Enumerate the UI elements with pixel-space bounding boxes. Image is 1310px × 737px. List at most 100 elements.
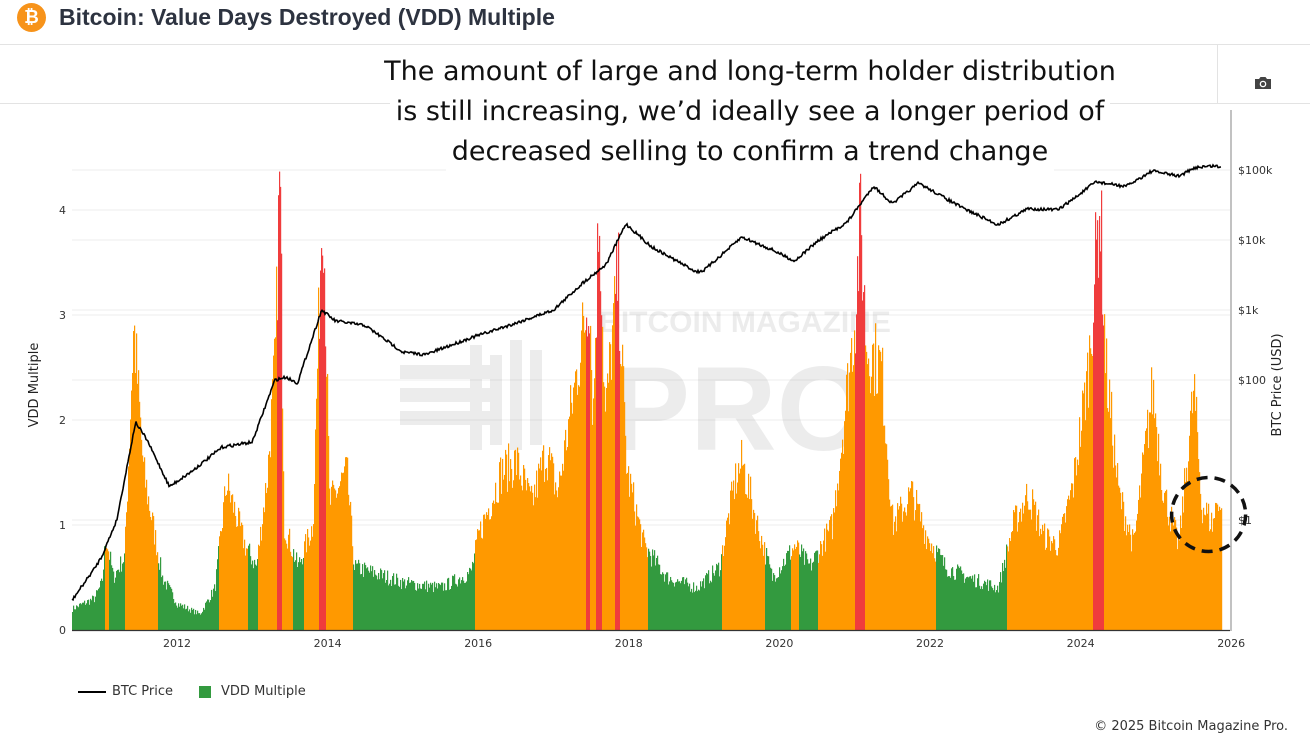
vdd-bar [164, 581, 166, 630]
vdd-bar [935, 561, 937, 630]
vdd-bar [824, 528, 826, 630]
vdd-bar [450, 589, 452, 630]
vdd-bar [602, 326, 604, 630]
vdd-bar [559, 471, 561, 630]
vdd-bar [897, 503, 899, 630]
vdd-bar [552, 456, 554, 630]
vdd-bar [267, 487, 269, 630]
vdd-bar [1141, 473, 1143, 630]
vdd-bar [1067, 499, 1069, 630]
vdd-bar [844, 421, 846, 630]
vdd-bar [240, 526, 242, 630]
vdd-bar [564, 440, 566, 630]
vdd-bar [1104, 314, 1106, 630]
vdd-bar [271, 399, 273, 630]
vdd-bar [388, 585, 390, 630]
camera-icon[interactable] [1253, 73, 1273, 93]
vdd-bar [642, 532, 644, 630]
vdd-bar [159, 569, 161, 630]
vdd-bar [914, 520, 916, 630]
x-tick-label: 2012 [163, 637, 191, 650]
vdd-bar [118, 569, 120, 630]
vdd-bar [519, 479, 521, 630]
vdd-bar [103, 569, 105, 630]
vdd-bar [387, 570, 389, 630]
vdd-bar [1165, 491, 1167, 630]
vdd-bar [549, 447, 551, 630]
vdd-bar [347, 457, 349, 630]
vdd-bar [216, 569, 218, 630]
vdd-bar [917, 503, 919, 630]
vdd-bar [322, 255, 324, 630]
vdd-bar [1185, 481, 1187, 630]
vdd-bar [1163, 502, 1165, 630]
vdd-bar [260, 526, 262, 630]
vdd-bar [155, 530, 157, 630]
vdd-bar [536, 470, 538, 630]
vdd-bar [1013, 510, 1015, 630]
vdd-bar [398, 585, 400, 630]
vdd-bar [1198, 458, 1200, 630]
vdd-bar [973, 581, 975, 630]
vdd-bar [229, 490, 231, 630]
vdd-bar [934, 558, 936, 630]
vdd-bar [153, 516, 155, 630]
vdd-bar [434, 581, 436, 630]
vdd-bar [497, 502, 499, 630]
vdd-bar [589, 333, 591, 630]
vdd-bar [1134, 532, 1136, 630]
legend-btc-price[interactable]: BTC Price [112, 684, 174, 699]
vdd-bar [864, 285, 866, 630]
vdd-bar [1118, 485, 1120, 630]
vdd-bar [1175, 520, 1177, 630]
vdd-bar [912, 481, 914, 630]
vdd-bar [268, 454, 270, 630]
y-tick-label: 2 [59, 414, 66, 427]
vdd-bar [1000, 572, 1002, 630]
vdd-bar [526, 490, 528, 630]
vdd-bar [747, 497, 749, 630]
vdd-bar [851, 338, 853, 630]
vdd-bar [770, 567, 772, 630]
vdd-bar [812, 562, 814, 630]
bitcoin-logo-icon: ₿ [17, 3, 46, 32]
vdd-bar [79, 603, 81, 630]
vdd-bar [808, 563, 810, 630]
vdd-bar [76, 605, 78, 630]
vdd-bar [1211, 512, 1213, 630]
vdd-bar [1064, 513, 1066, 630]
vdd-bar [1180, 515, 1182, 630]
vdd-bar [839, 470, 841, 630]
vdd-bar [187, 605, 189, 630]
vdd-bar [706, 572, 708, 630]
vdd-bar [205, 602, 207, 630]
vdd-bar [587, 336, 589, 630]
x-tick-label: 2022 [916, 637, 944, 650]
y-axis-ticks: 0 1 2 3 4 [59, 204, 66, 637]
vdd-bar [383, 573, 385, 630]
vdd-bar [894, 521, 896, 630]
vdd-bar [605, 411, 607, 630]
vdd-bar [512, 487, 514, 630]
legend-vdd-multiple[interactable]: VDD Multiple [221, 684, 306, 699]
vdd-bar [163, 584, 165, 630]
vdd-bar [345, 457, 347, 630]
vdd-bar [197, 610, 199, 630]
vdd-bar [670, 576, 672, 630]
vdd-bar [913, 497, 915, 630]
vdd-bar [702, 581, 704, 630]
vdd-bar [579, 386, 581, 630]
vdd-bar [132, 372, 134, 630]
vdd-bar [456, 584, 458, 630]
vdd-bar [896, 531, 898, 630]
vdd-bar [404, 579, 406, 630]
vdd-bar [1152, 414, 1154, 630]
vdd-bar [713, 573, 715, 630]
vdd-bar [379, 579, 381, 630]
vdd-bar [152, 512, 154, 630]
vdd-bar [314, 484, 316, 630]
vdd-bar [148, 496, 150, 630]
vdd-bar [1099, 216, 1101, 630]
vdd-bar [306, 552, 308, 630]
vdd-bar [609, 342, 611, 630]
